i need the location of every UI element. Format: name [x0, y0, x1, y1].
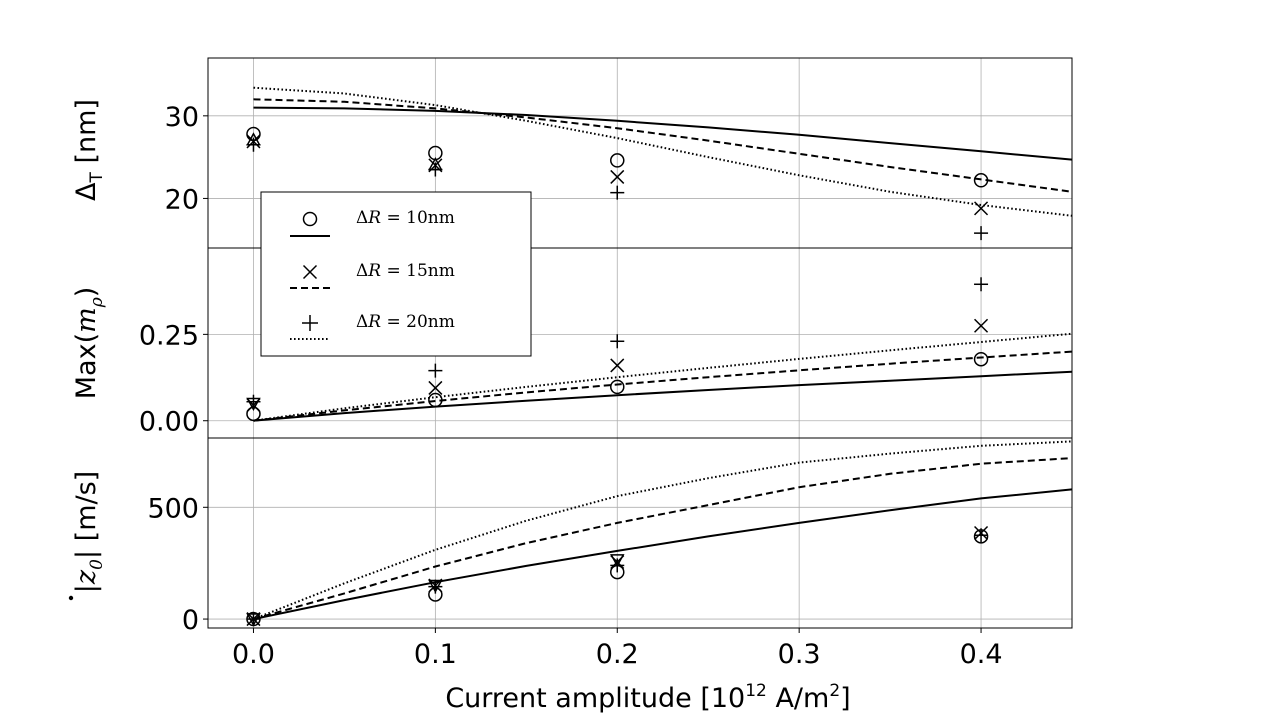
data-point-2-2-1-1: [428, 579, 443, 594]
series-line-1-1: [253, 350, 1072, 422]
y-tick-label-2-1: 500: [147, 493, 199, 524]
x-tick-label-2: 0.2: [596, 639, 639, 670]
x-label-exponent-2: 2: [829, 681, 840, 701]
x-tick-label-1: 0.1: [414, 639, 457, 670]
data-point-0-1-0-3: [974, 201, 989, 216]
data-point-1-0-0-3: [973, 351, 989, 367]
legend-label-10nm-suffix: = 10nm: [381, 208, 455, 228]
x-tick-label-0: 0.0: [232, 639, 275, 670]
y-label-top-unit: [nm]: [71, 99, 102, 172]
legend: ΔR = 10nm ΔR = 15nm ΔR = 20nm: [260, 191, 532, 357]
data-point-0-2-0-2: [610, 185, 625, 200]
markers-group-1: [246, 277, 989, 422]
y-axis-label-middle: Max(mρ): [71, 287, 107, 400]
legend-marker-x: [302, 264, 318, 280]
y-axis-label-top: ΔT [nm]: [71, 99, 107, 201]
legend-label-10nm-var: R: [367, 208, 381, 228]
legend-label-15nm-suffix: = 15nm: [381, 261, 455, 281]
legend-entry-15nm: ΔR = 15nm: [290, 261, 455, 289]
series-group-0: [253, 86, 1072, 217]
series-line-1-2: [253, 332, 1072, 422]
x-label-prefix: Current amplitude [10: [445, 683, 745, 714]
data-point-1-2-0-3: [974, 277, 989, 292]
series-line-0-0: [253, 106, 1072, 161]
data-point-1-0-0-2: [610, 379, 625, 395]
y-label-bottom-unit: | [m/s]: [71, 471, 102, 559]
y-label-middle-close: ): [71, 287, 102, 298]
series-line-1-0: [253, 370, 1072, 422]
y-label-bottom-dot: [68, 595, 74, 601]
series-group-2: [253, 440, 1072, 621]
y-label-bottom-text: |z0| [m/s]: [71, 471, 107, 593]
data-point-1-2-0-1: [428, 363, 443, 378]
data-point-1-2-1-0: [246, 397, 261, 412]
x-tick-label-3: 0.3: [778, 639, 821, 670]
axes-frame-2: [207, 437, 1073, 629]
series-line-2-1: [253, 457, 1072, 621]
y-tick-label-2-0: 0: [182, 605, 199, 636]
data-point-0-1-0-2: [610, 169, 625, 184]
legend-label-20nm: ΔR = 20nm: [356, 312, 455, 332]
legend-label-15nm-var: R: [367, 261, 381, 281]
y-label-middle-main: Max(: [71, 333, 102, 399]
data-point-1-2-0-2: [610, 334, 625, 349]
data-point-1-1-0-3: [974, 318, 989, 333]
data-point-0-0-0-3: [973, 173, 989, 188]
data-point-0-2-0-3: [974, 226, 989, 241]
legend-label-10nm-prefix: Δ: [356, 208, 368, 228]
markers-group-0: [246, 126, 989, 241]
legend-entry-10nm: ΔR = 10nm: [290, 208, 455, 237]
legend-label-15nm-prefix: Δ: [356, 261, 368, 281]
panel-z0-velocity: 0 500 0.0 0.1 0.2 0.3 0.4: [147, 437, 1073, 670]
series-line-2-0: [253, 488, 1072, 621]
legend-label-15nm: ΔR = 15nm: [356, 261, 455, 281]
y-label-top-sub: T: [87, 171, 107, 183]
y-label-middle-sub: ρ: [87, 297, 107, 308]
data-point-2-2-0-3: [974, 528, 989, 543]
grid-panel-0: [208, 58, 1072, 248]
data-point-2-2-1-2: [609, 554, 625, 568]
data-point-0-0-0-2: [610, 153, 625, 168]
data-point-1-1-0-1: [428, 380, 443, 395]
legend-entry-20nm: ΔR = 20nm: [290, 312, 455, 340]
y-axis-label-bottom: |z0| [m/s]: [68, 471, 107, 601]
data-point-1-0-0-1: [428, 392, 443, 408]
y-label-bottom-var: z: [71, 569, 102, 585]
data-point-0-2-1-1: [428, 156, 443, 171]
y-tick-label-1-0: 0.00: [139, 407, 199, 438]
legend-label-10nm: ΔR = 10nm: [356, 208, 455, 228]
x-axis-label: Current amplitude [1012 A/m2]: [445, 681, 850, 714]
legend-marker-plus: [302, 315, 318, 331]
x-tick-label-4: 0.4: [960, 639, 1003, 670]
y-tick-label-0-1: 30: [165, 102, 199, 133]
x-label-exponent: 12: [745, 681, 767, 701]
legend-box: [260, 191, 532, 357]
series-group-1: [253, 332, 1072, 422]
y-label-top-main: Δ: [71, 182, 102, 201]
y-label-bottom-sub: 0: [87, 559, 107, 570]
data-point-0-2-1-0: [246, 132, 261, 146]
y-tick-label-1-1: 0.25: [139, 320, 199, 351]
y-label-bottom-bar: |: [71, 584, 102, 593]
series-line-0-1: [253, 98, 1072, 193]
data-point-2-2-1-0: [246, 613, 261, 627]
y-label-middle-var: m: [71, 307, 102, 333]
panel-max-m-rho: 0.00 0.25: [139, 247, 1073, 439]
legend-label-20nm-var: R: [367, 312, 381, 332]
grid-panel-2: [208, 438, 1072, 628]
markers-group-2: [246, 525, 989, 627]
legend-label-20nm-suffix: = 20nm: [381, 312, 455, 332]
legend-label-20nm-prefix: Δ: [356, 312, 368, 332]
x-label-close: ]: [840, 683, 851, 714]
x-label-mid: A/m: [767, 683, 829, 714]
series-line-0-2: [253, 86, 1072, 217]
y-tick-label-0-0: 20: [165, 184, 199, 215]
legend-marker-circle: [302, 211, 318, 227]
data-point-1-1-0-2: [610, 358, 625, 373]
